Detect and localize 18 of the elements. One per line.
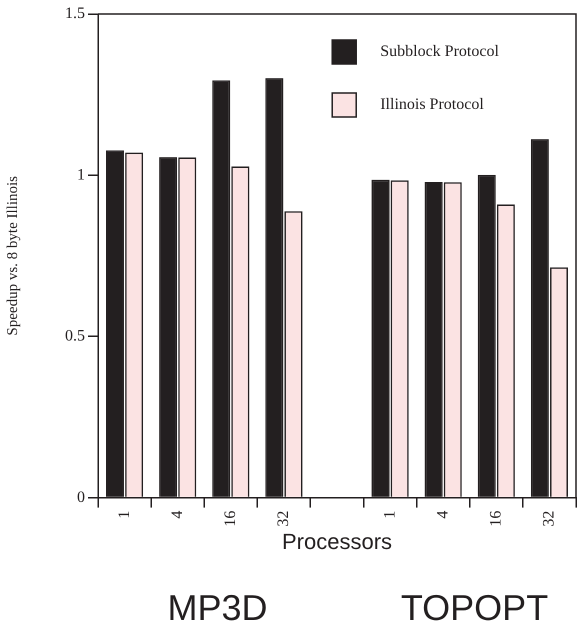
x-tick-label: 1	[381, 510, 398, 519]
text: MP3D	[167, 587, 268, 628]
y-axis-title: Speedup vs. 8 byte Illinois	[4, 176, 21, 336]
legend-label: Illinois Protocol	[380, 96, 484, 114]
x-axis-title: Processors	[282, 528, 392, 554]
x-tick-label: 1	[116, 510, 133, 519]
x-tick-label: 4	[434, 510, 452, 519]
y-tick-label: 1.5	[65, 5, 85, 22]
y-tick-label: 1	[77, 166, 85, 184]
text: TOPOPT	[400, 587, 548, 628]
x-tick-label: 32	[275, 510, 292, 527]
y-tick-label: 0	[77, 488, 85, 506]
x-tick-label: 16	[222, 510, 239, 527]
x-tick-label: 16	[488, 510, 505, 527]
x-tick-label: 4	[168, 510, 186, 519]
x-tick-label: 32	[540, 510, 558, 527]
legend-label: Subblock Protocol	[380, 43, 500, 60]
y-tick-label: 0.5	[65, 328, 85, 345]
